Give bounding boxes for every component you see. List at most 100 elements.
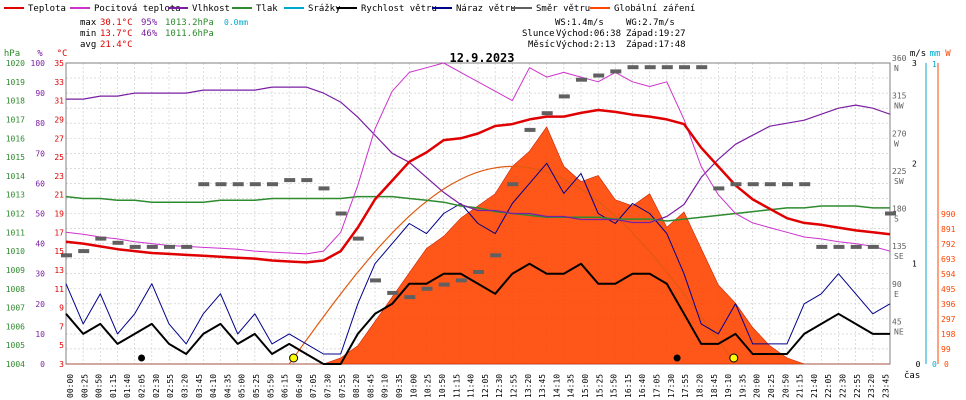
axis-tick-pct: 60 — [35, 179, 45, 188]
stat-min-hum: 46% — [141, 29, 158, 39]
stat-max-hum: 95% — [141, 18, 158, 28]
axis-tick-hpa: 1008 — [6, 285, 25, 294]
wind-direction-mark — [61, 253, 72, 258]
axis-tick-dir-compass: S — [894, 215, 899, 224]
x-tick-label: 09:10 — [381, 374, 390, 398]
x-tick-label: 16:15 — [624, 374, 633, 398]
stats-block: max 30.1°C 95% 1013.2hPa 0.0mm min 13.7°… — [0, 14, 966, 54]
wind-direction-mark — [833, 244, 845, 249]
axis-tick-degc: 17 — [54, 228, 64, 237]
x-tick-label: 04:10 — [209, 374, 218, 398]
series-vlhkost — [66, 86, 891, 224]
moon-set: Západ:17:48 — [626, 40, 686, 50]
axis-title-mm: mm — [930, 49, 941, 59]
x-tick-label: 17:55 — [681, 374, 690, 398]
wind-direction-mark — [284, 178, 296, 183]
axis-tick-wm2-zero: 0 — [944, 360, 949, 369]
axis-tick-mm: 1 — [932, 60, 937, 69]
axis-title-degc: °C — [57, 49, 68, 59]
stat-min-press: 1011.6hPa — [165, 29, 214, 39]
sun-rise: Východ:06:38 — [556, 29, 621, 39]
axis-tick-dir: 135 — [892, 242, 907, 251]
x-tick-label: 23:45 — [881, 374, 890, 398]
x-tick-label: 17:05 — [653, 374, 662, 398]
x-tick-label: 18:45 — [710, 374, 719, 398]
wind-direction-mark — [215, 182, 227, 187]
axis-tick-dir-compass: SE — [894, 252, 904, 261]
axis-title-hpa: hPa — [4, 49, 20, 59]
legend-bar: Teplota Pocitová teplota Vlhkost Tlak Srážky… — [0, 0, 966, 16]
axis-tick-degc: 23 — [54, 172, 64, 181]
legend-label: Vlhkost — [192, 4, 230, 14]
x-tick-label: 20:50 — [781, 374, 790, 398]
wind-direction-mark — [679, 65, 690, 70]
axis-tick-degc: 31 — [54, 97, 64, 106]
axis-tick-wm2: 396 — [941, 300, 956, 309]
axis-tick-pct: 80 — [35, 119, 45, 128]
sunset-marker — [729, 353, 739, 363]
stat-max-press: 1013.2hPa — [165, 18, 214, 28]
x-tick-label: 21:15 — [796, 374, 805, 398]
axis-tick-mm-zero: 0 — [932, 360, 937, 369]
wind-direction-mark — [267, 182, 278, 187]
chart-title: 12.9.2023 — [449, 51, 514, 65]
axis-tick-hpa: 1014 — [6, 172, 25, 181]
x-tick-label: 15:25 — [595, 374, 604, 398]
axis-tick-pct: 10 — [35, 330, 45, 339]
axis-tick-pct: 70 — [35, 149, 45, 158]
legend-label: Pocitová teplota — [94, 4, 181, 14]
wind-direction-mark — [301, 178, 313, 183]
stat-min-temp: 13.7°C — [100, 29, 133, 39]
wind-direction-mark — [404, 295, 416, 300]
x-tick-label: 06:40 — [295, 374, 304, 398]
series-rychlost-větru — [65, 262, 890, 365]
series-teplota — [65, 108, 891, 264]
wind-direction-mark — [541, 111, 553, 116]
axis-tick-degc: 29 — [54, 115, 64, 124]
axis-tick-dir: 45 — [892, 317, 902, 326]
axis-tick-dir-compass: N — [894, 64, 899, 73]
wind-direction-mark — [627, 65, 639, 70]
wind-direction-mark — [232, 182, 244, 187]
x-tick-label: 02:30 — [152, 374, 161, 398]
x-tick-label: 03:45 — [195, 374, 204, 398]
wind-ws: WS:1.4m/s — [555, 18, 604, 28]
wind-direction-mark — [558, 94, 570, 99]
x-tick-label: 00:25 — [80, 374, 89, 398]
x-axis-title: čas — [904, 370, 920, 381]
x-tick-label: 09:35 — [395, 374, 404, 398]
axis-tick-hpa: 1015 — [6, 153, 25, 162]
wind-direction-mark — [318, 186, 330, 191]
axis-tick-dir-compass: SW — [894, 177, 904, 186]
x-tick-label: 22:55 — [853, 374, 862, 398]
wind-direction-mark — [438, 282, 450, 287]
axis-title-wm2: W — [945, 49, 951, 59]
axis-tick-ms: 2 — [912, 159, 917, 168]
wind-direction-mark — [799, 182, 811, 187]
wind-direction-mark — [867, 244, 879, 249]
wind-direction-mark — [473, 270, 484, 274]
legend: Teplota Pocitová teplota Vlhkost Tlak Srážky… — [4, 4, 695, 14]
clear-sky-curve — [288, 165, 736, 365]
axis-tick-dir: 180 — [892, 205, 907, 214]
axis-tick-dir: 225 — [892, 167, 907, 176]
series-náraz-větru — [65, 162, 891, 355]
wind-direction-mark — [164, 244, 175, 249]
axis-tick-hpa: 1010 — [6, 247, 25, 256]
axis-tick-hpa: 1009 — [6, 266, 25, 275]
x-tick-label: 12:55 — [510, 374, 519, 398]
wind-direction-mark — [524, 127, 536, 132]
x-tick-label: 21:40 — [810, 374, 819, 398]
axis-tick-wm2: 594 — [941, 270, 956, 279]
axis-tick-degc: 25 — [54, 153, 64, 162]
axis-tick-dir: 360 — [892, 54, 907, 63]
x-tick-label: 15:50 — [610, 374, 619, 398]
axis-tick-hpa: 1005 — [6, 341, 25, 350]
x-tick-label: 01:40 — [123, 374, 132, 398]
axis-title-pct: % — [37, 49, 43, 59]
x-tick-label: 06:15 — [281, 374, 290, 398]
wind-direction-mark — [112, 240, 124, 245]
axis-tick-dir: 270 — [892, 129, 907, 138]
wind-direction-mark — [95, 236, 107, 241]
